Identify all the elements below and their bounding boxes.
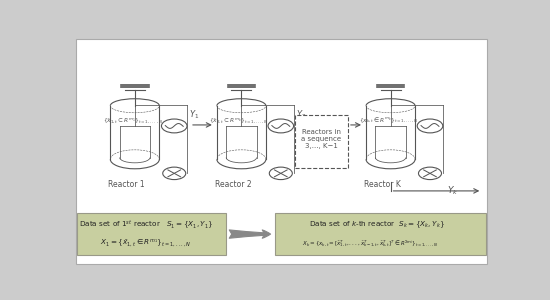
Text: Reactor 1: Reactor 1 bbox=[108, 180, 145, 189]
Text: $Y_k$: $Y_k$ bbox=[447, 185, 459, 197]
FancyBboxPatch shape bbox=[276, 213, 486, 256]
Circle shape bbox=[163, 167, 186, 180]
FancyBboxPatch shape bbox=[76, 40, 487, 263]
Circle shape bbox=[268, 119, 294, 133]
Text: $\{\bar{x}_{1,t} \subset R^{m_1}\}_{t=1,...,N}$: $\{\bar{x}_{1,t} \subset R^{m_1}\}_{t=1,… bbox=[103, 116, 163, 125]
Text: Reactors in
a sequence
3,..., K−1: Reactors in a sequence 3,..., K−1 bbox=[301, 129, 342, 149]
FancyBboxPatch shape bbox=[77, 213, 227, 256]
Text: $Y_2$: $Y_2$ bbox=[296, 108, 306, 121]
Text: Data set of 1$^{st}$ reactor   $S_1 = \{X_1, Y_1\}$: Data set of 1$^{st}$ reactor $S_1 = \{X_… bbox=[79, 219, 213, 231]
Text: Data set of $k$-th reactor  $S_k = \{X_k, Y_k\}$: Data set of $k$-th reactor $S_k = \{X_k,… bbox=[309, 220, 445, 230]
Text: $X_1 = \{\bar{x}_{1,t} \in R^{m_1}\}_{t=1,...,N}$: $X_1 = \{\bar{x}_{1,t} \in R^{m_1}\}_{t=… bbox=[100, 237, 192, 249]
FancyBboxPatch shape bbox=[295, 115, 348, 168]
Text: $Y_1$: $Y_1$ bbox=[189, 108, 200, 121]
Text: $\{x_{k,t} \in R^{m_k}\}_{t=1,...,N}$: $\{x_{k,t} \in R^{m_k}\}_{t=1,...,N}$ bbox=[359, 116, 419, 125]
Text: $X_k = \{x_{k,t} = [\bar{x}_{1,t}^T,...,\bar{x}_{k-1,t}^T, \bar{x}_{k,t}^T]^T \i: $X_k = \{x_{k,t} = [\bar{x}_{1,t}^T,...,… bbox=[302, 238, 439, 248]
Circle shape bbox=[162, 119, 187, 133]
Text: $\{\bar{x}_{2,t} \subset R^{m_k}\}_{t=1,...,N}$: $\{\bar{x}_{2,t} \subset R^{m_k}\}_{t=1,… bbox=[210, 116, 269, 125]
Text: Reactor K: Reactor K bbox=[364, 180, 400, 189]
Circle shape bbox=[417, 119, 443, 133]
Text: Reactor 2: Reactor 2 bbox=[214, 180, 251, 189]
Circle shape bbox=[419, 167, 442, 180]
Circle shape bbox=[270, 167, 292, 180]
